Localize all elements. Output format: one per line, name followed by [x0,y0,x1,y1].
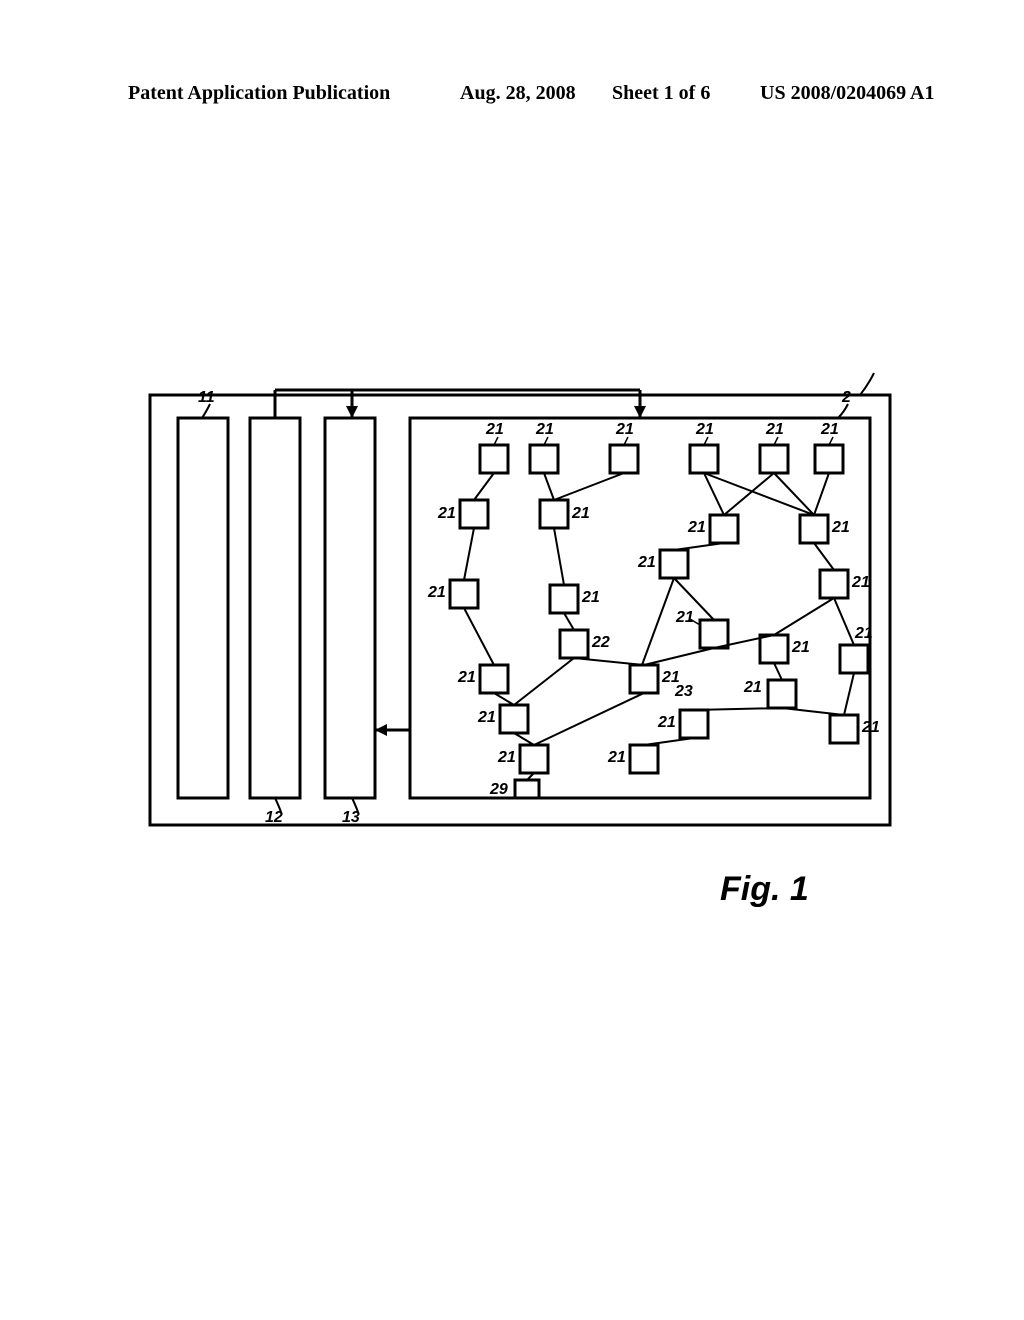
figure-caption: Fig. 1 [720,870,809,909]
ref-node: 21 [657,714,676,731]
ref-node: 21 [854,625,873,642]
ref-node: 21 [820,421,839,438]
ref-node: 21 [675,609,694,626]
publication-date: Aug. 28, 2008 [460,82,576,105]
ref-node: 21 [485,421,504,438]
ref-node: 21 [497,749,516,766]
ref-node-22: 22 [591,634,610,651]
ref-node: 21 [695,421,714,438]
ref-node-29: 29 [489,781,508,798]
ref-node: 21 [607,749,626,766]
patent-figure: 10 11 12 13 2 [120,370,910,850]
ref-node: 21 [581,589,600,606]
ref-node: 21 [437,505,456,522]
ref-node: 21 [535,421,554,438]
ref-node: 21 [477,709,496,726]
ref-node: 21 [687,519,706,536]
ref-node: 21 [615,421,634,438]
left-block-11 [178,418,228,798]
ref-node: 21 [851,574,870,591]
ref-2: 2 [841,389,851,406]
ref-12: 12 [265,809,283,826]
sheet-number: Sheet 1 of 6 [612,82,710,105]
ref-11: 11 [198,389,215,406]
left-block-12 [250,418,300,798]
ref-10: 10 [860,370,885,373]
ref-node: 21 [427,584,446,601]
ref-node: 21 [743,679,762,696]
ref-node: 21 [831,519,850,536]
ref-node: 21 [791,639,810,656]
ref-node: 21 [571,505,590,522]
ref-node-23: 23 [674,683,693,700]
ref-node: 21 [765,421,784,438]
ref-13: 13 [342,809,360,826]
publication-number: US 2008/0204069 A1 [760,82,934,105]
left-block-13 [325,418,375,798]
ref-node: 21 [861,719,880,736]
ref-node: 21 [637,554,656,571]
publication-label: Patent Application Publication [128,82,390,105]
node-row-top [480,445,843,473]
ref-node: 21 [457,669,476,686]
patent-page: Patent Application Publication Aug. 28, … [0,0,1024,1320]
